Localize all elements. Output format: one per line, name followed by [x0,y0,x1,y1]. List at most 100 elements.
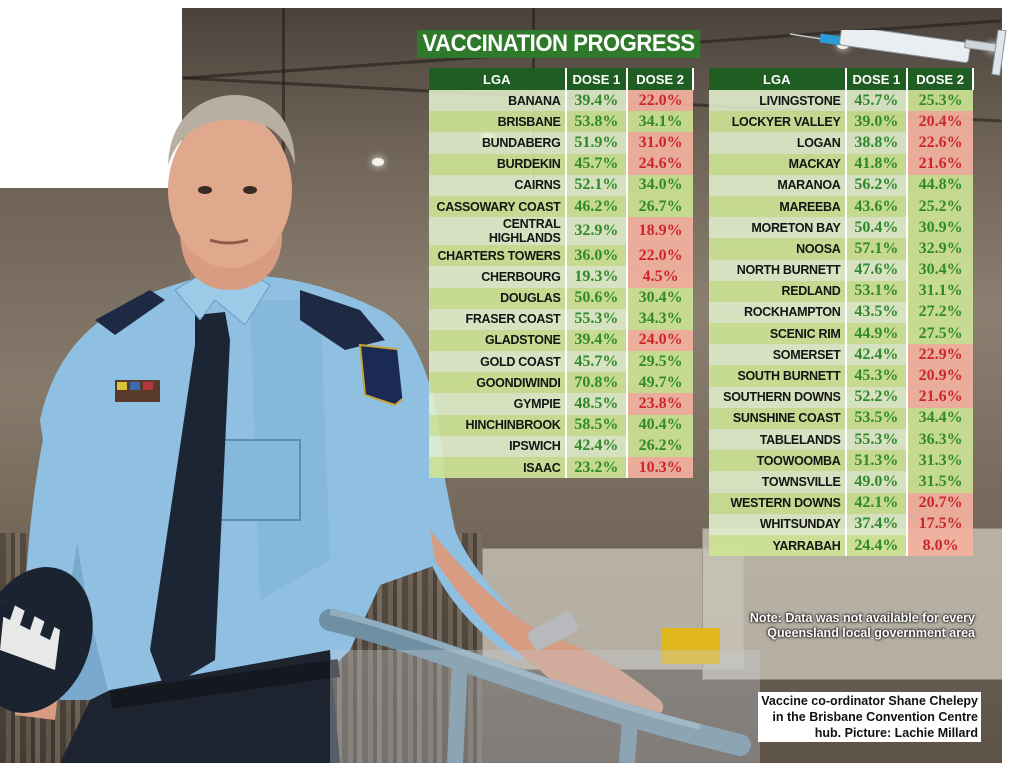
lga-name-cell: GOLD COAST [429,351,566,373]
lga-name-cell: NOOSA [709,238,846,260]
table-row: NORTH BURNETT 47.6% 30.4% [709,259,973,281]
table-row: FRASER COAST 55.3% 34.3% [429,308,693,330]
lga-name-cell: IPSWICH [429,435,566,457]
dose1-cell: 55.3% [564,308,629,330]
table-row: NOOSA 57.1% 32.9% [709,238,973,260]
dose2-cell: 44.8% [907,174,973,196]
dose2-cell: 21.6% [907,153,973,175]
column-header-lga: LGA [709,68,847,90]
dose1-cell: 45.7% [564,351,629,373]
table-row: ISAAC 23.2% 10.3% [429,457,693,479]
dose1-cell: 45.3% [844,365,909,387]
table-row: BUNDABERG 51.9% 31.0% [429,132,693,154]
caption-line: in the Brisbane Convention Centre [772,710,978,724]
column-header-dose1: DOSE 1 [845,68,909,90]
dose1-cell: 50.6% [564,287,629,309]
dose2-cell: 30.4% [627,287,693,309]
lga-name-cell: GLADSTONE [429,329,566,352]
lga-name-cell: BUNDABERG [429,132,566,154]
dose2-cell: 31.3% [907,450,973,472]
dose1-cell: 55.3% [844,429,909,451]
table-row: BRISBANE 53.8% 34.1% [429,111,693,133]
table-row: LIVINGSTONE 45.7% 25.3% [709,90,973,112]
lga-name-cell: CASSOWARY COAST [429,195,566,218]
column-header-dose2: DOSE 2 [907,68,974,90]
dose1-cell: 58.5% [564,414,629,436]
dose2-cell: 22.6% [907,132,973,154]
lga-name-cell: WESTERN DOWNS [709,492,846,514]
dose2-cell: 27.5% [907,323,973,345]
lga-name-cell: SOUTH BURNETT [709,365,846,387]
dose2-cell: 25.3% [907,90,973,112]
table-row: MAREEBA 43.6% 25.2% [709,195,973,218]
dose1-cell: 43.5% [844,301,909,324]
dose1-cell: 50.4% [844,217,909,239]
table-row: CHERBOURG 19.3% 4.5% [429,266,693,288]
dose2-cell: 31.5% [907,471,973,493]
dose1-cell: 70.8% [564,372,629,394]
table-row: SOUTHERN DOWNS 52.2% 21.6% [709,386,973,408]
table-row: TABLELANDS 55.3% 36.3% [709,429,973,451]
lga-name-cell: CENTRAL HIGHLANDS [429,217,566,246]
dose1-cell: 47.6% [844,259,909,281]
dose2-cell: 20.9% [907,365,973,387]
dose1-cell: 43.6% [844,195,909,218]
lga-name-cell: CHERBOURG [429,266,566,288]
dose2-cell: 29.5% [627,351,693,373]
dose2-cell: 30.9% [907,217,973,239]
lga-name-cell: BURDEKIN [429,153,566,175]
dose2-cell: 49.7% [627,372,693,394]
chart-title: VACCINATION PROGRESS [417,30,701,58]
table-row: SOMERSET 42.4% 22.9% [709,344,973,366]
dose1-cell: 39.4% [564,329,629,352]
dose2-cell: 21.6% [907,386,973,408]
lga-name-cell: WHITSUNDAY [709,513,846,535]
table-row: GYMPIE 48.5% 23.8% [429,393,693,415]
dose1-cell: 52.1% [564,174,629,196]
dose1-cell: 39.4% [564,90,629,112]
dose1-cell: 36.0% [564,245,629,267]
lga-name-cell: SUNSHINE COAST [709,407,846,429]
lga-name-cell: SOMERSET [709,344,846,366]
table-row: MORETON BAY 50.4% 30.9% [709,217,973,239]
dose2-cell: 8.0% [907,534,973,557]
dose1-cell: 48.5% [564,393,629,415]
lga-name-cell: BRISBANE [429,111,566,133]
table-row: GOONDIWINDI 70.8% 49.7% [429,372,693,394]
table-row: TOOWOOMBA 51.3% 31.3% [709,450,973,472]
table-row: SOUTH BURNETT 45.3% 20.9% [709,365,973,387]
lga-name-cell: YARRABAH [709,534,846,557]
lga-name-cell: MARANOA [709,174,846,196]
dose1-cell: 42.4% [564,435,629,457]
lga-name-cell: FRASER COAST [429,308,566,330]
photo-caption: Vaccine co-ordinator Shane Chelepy in th… [758,692,981,742]
dose2-cell: 31.0% [627,132,693,154]
column-header-dose2: DOSE 2 [627,68,694,90]
lga-name-cell: SOUTHERN DOWNS [709,386,846,408]
dose1-cell: 52.2% [844,386,909,408]
table-row: LOGAN 38.8% 22.6% [709,132,973,154]
dose1-cell: 51.3% [844,450,909,472]
dose1-cell: 53.5% [844,407,909,429]
dose2-cell: 22.0% [627,245,693,267]
table-row: ROCKHAMPTON 43.5% 27.2% [709,301,973,324]
table-row: REDLAND 53.1% 31.1% [709,280,973,302]
table-row: GOLD COAST 45.7% 29.5% [429,351,693,373]
lga-name-cell: ISAAC [429,457,566,479]
lga-name-cell: HINCHINBROOK [429,414,566,436]
dose2-cell: 26.7% [627,195,693,218]
table-row: CASSOWARY COAST 46.2% 26.7% [429,195,693,218]
dose2-cell: 23.8% [627,393,693,415]
dose2-cell: 26.2% [627,435,693,457]
dose1-cell: 53.8% [564,111,629,133]
lga-name-cell: MAREEBA [709,195,846,218]
data-note: Note: Data was not available for every Q… [749,611,975,640]
lga-name-cell: GYMPIE [429,393,566,415]
dose2-cell: 20.7% [907,492,973,514]
lga-name-cell: MACKAY [709,153,846,175]
table-row: HINCHINBROOK 58.5% 40.4% [429,414,693,436]
table-row: GLADSTONE 39.4% 24.0% [429,329,693,352]
dose1-cell: 57.1% [844,238,909,260]
table-row: CAIRNS 52.1% 34.0% [429,174,693,196]
